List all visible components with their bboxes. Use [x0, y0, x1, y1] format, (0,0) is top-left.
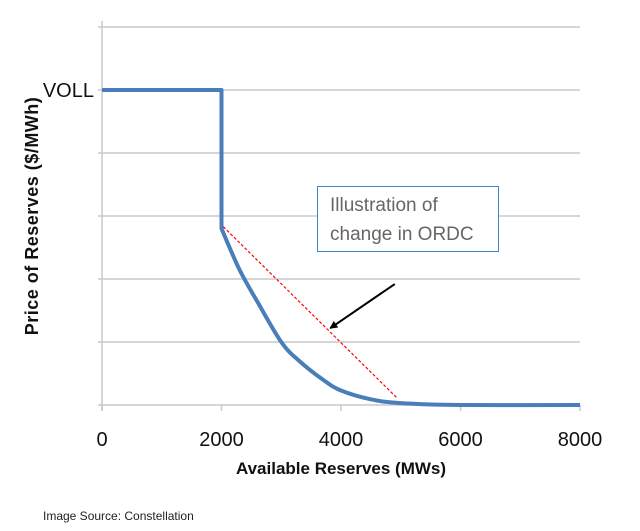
- annotation-arrow: [329, 283, 396, 329]
- x-axis-label: Available Reserves (MWs): [236, 459, 446, 478]
- ordc-change-dashed-line: [222, 226, 398, 399]
- image-source: Image Source: Constellation: [43, 509, 194, 523]
- x-tick-label: 8000: [558, 429, 603, 451]
- y-axis-label: Price of Reserves ($/MWh): [22, 97, 42, 336]
- annotation-line-2: change in ORDC: [330, 224, 474, 245]
- x-tick-label: 2000: [199, 429, 244, 451]
- ordc-curve: [102, 88, 581, 408]
- annotation-box: Illustration of change in ORDC: [317, 186, 499, 252]
- x-tick-label: 4000: [319, 429, 364, 451]
- x-tick-label: 6000: [438, 429, 483, 451]
- y-tick-label-voll: VOLL: [43, 80, 94, 102]
- x-tick-label: 0: [96, 429, 107, 451]
- annotation-line-1: Illustration of: [330, 195, 438, 216]
